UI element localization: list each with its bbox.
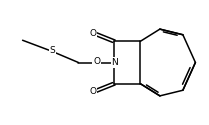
Text: S: S: [50, 46, 56, 55]
Text: O: O: [89, 87, 96, 96]
Text: O: O: [93, 58, 100, 66]
Text: N: N: [111, 58, 118, 67]
Text: O: O: [89, 29, 96, 38]
